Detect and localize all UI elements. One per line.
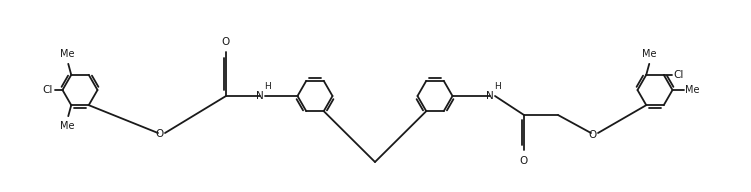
- Text: O: O: [520, 156, 528, 166]
- Text: H: H: [264, 81, 271, 90]
- Text: Cl: Cl: [674, 70, 684, 80]
- Text: Me: Me: [686, 85, 700, 95]
- Text: O: O: [155, 129, 163, 139]
- Text: Me: Me: [642, 49, 656, 59]
- Text: O: O: [588, 130, 596, 140]
- Text: H: H: [494, 81, 501, 90]
- Text: Me: Me: [60, 121, 74, 131]
- Text: Me: Me: [60, 49, 74, 59]
- Text: N: N: [256, 91, 264, 101]
- Text: Cl: Cl: [42, 85, 53, 95]
- Text: O: O: [222, 37, 230, 47]
- Text: N: N: [486, 91, 494, 101]
